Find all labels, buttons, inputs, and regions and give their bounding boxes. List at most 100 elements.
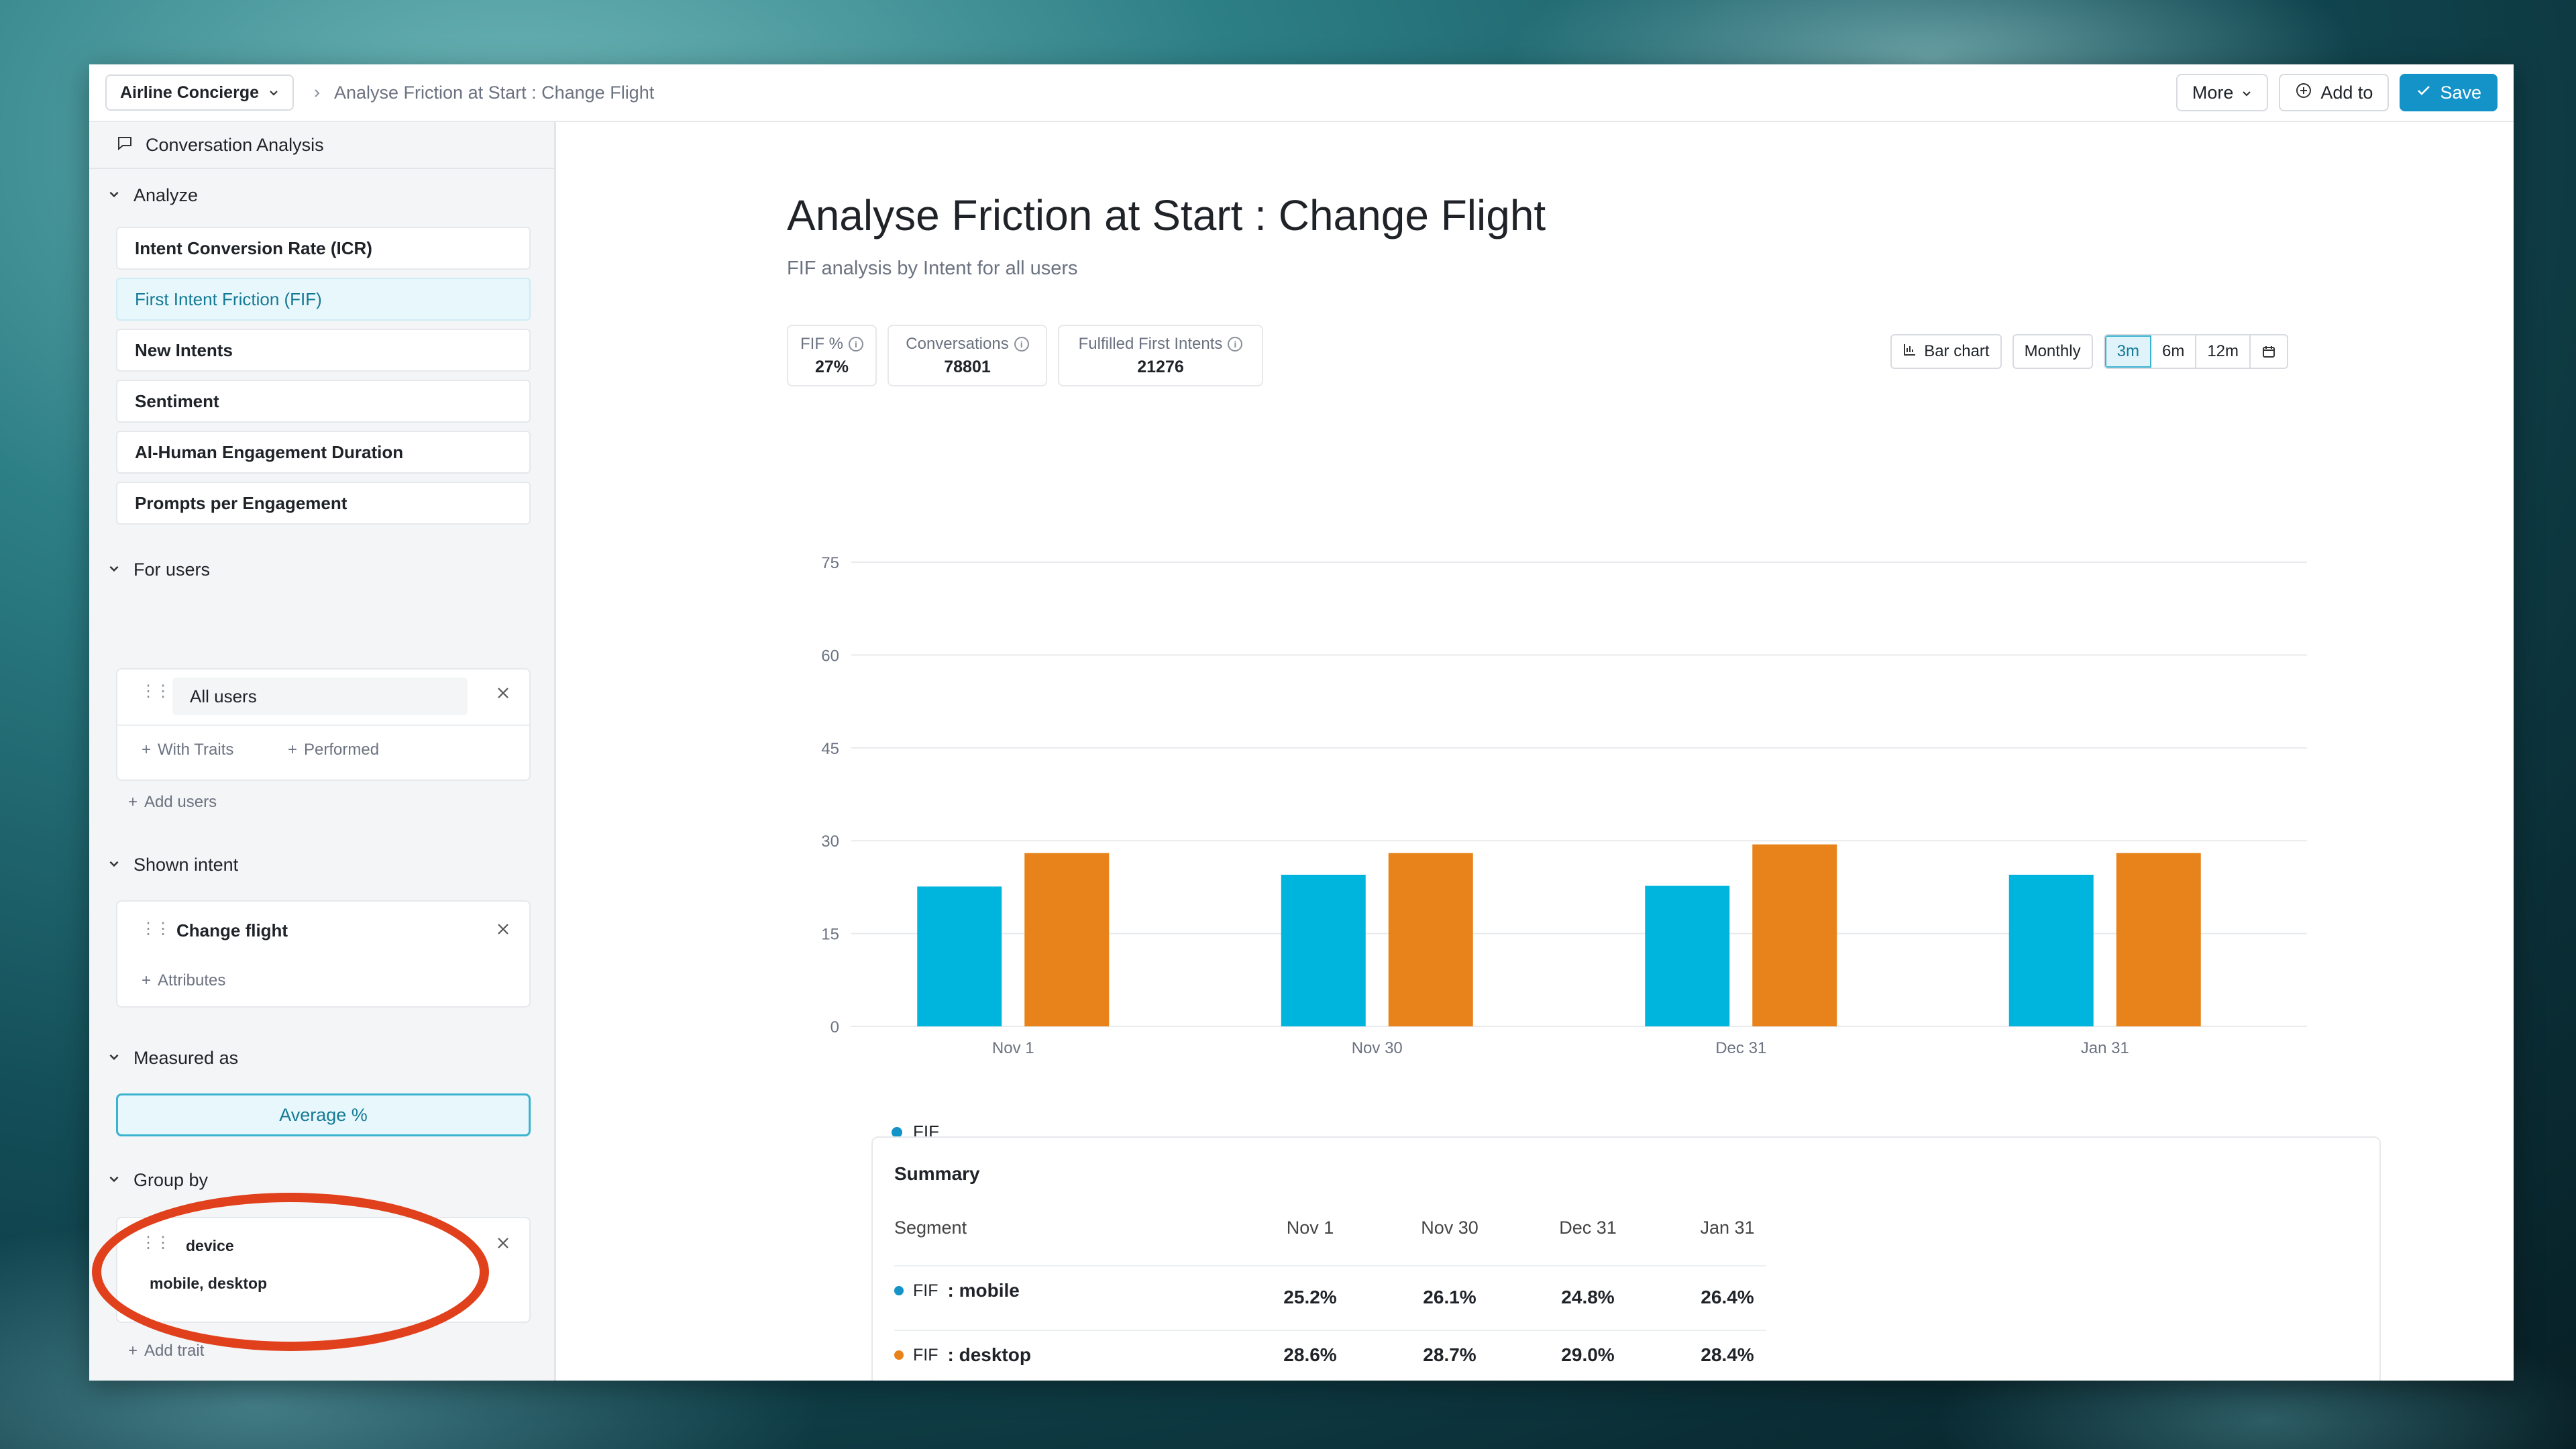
users-filter-card: ⋮⋮ All users + With Traits + Performed bbox=[116, 668, 531, 781]
chevron-down-icon bbox=[108, 857, 121, 873]
summary-header-cell: Nov 1 bbox=[1286, 1217, 1334, 1238]
summary-header-cell: Nov 30 bbox=[1421, 1217, 1479, 1238]
bar-chart-icon bbox=[1902, 342, 1917, 362]
series-dot bbox=[894, 1350, 904, 1360]
summary-header-cell: Segment bbox=[894, 1217, 967, 1238]
row-segment: : desktop bbox=[947, 1344, 1031, 1365]
page-title: Analyse Friction at Start : Change Fligh… bbox=[787, 191, 1546, 239]
performed-button[interactable]: + Performed bbox=[288, 741, 379, 759]
summary-header-cell: Dec 31 bbox=[1559, 1217, 1617, 1238]
y-tick-label: 60 bbox=[821, 647, 839, 665]
interval-button[interactable]: Monthly bbox=[2012, 334, 2093, 369]
drag-handle-icon[interactable]: ⋮⋮ bbox=[140, 1234, 171, 1252]
chart-type-label: Bar chart bbox=[1924, 342, 1990, 360]
range-12m[interactable]: 12m bbox=[2196, 335, 2251, 368]
add-trait-button[interactable]: + Add trait bbox=[128, 1342, 229, 1360]
legend-dot bbox=[892, 1126, 902, 1138]
drag-handle-icon[interactable]: ⋮⋮ bbox=[140, 920, 171, 938]
plus-icon: + bbox=[128, 793, 138, 811]
close-icon[interactable] bbox=[496, 922, 511, 940]
analyze-item-prompts[interactable]: Prompts per Engagement bbox=[116, 482, 531, 525]
more-button[interactable]: More bbox=[2176, 74, 2269, 111]
summary-header-cell: Jan 31 bbox=[1700, 1217, 1755, 1238]
bar bbox=[1645, 885, 1730, 1026]
page-subtitle: FIF analysis by Intent for all users bbox=[787, 258, 1078, 279]
analyze-item-engagement-duration[interactable]: AI-Human Engagement Duration bbox=[116, 431, 531, 474]
attributes-button[interactable]: + Attributes bbox=[142, 971, 225, 990]
chart-type-button[interactable]: Bar chart bbox=[1890, 334, 2002, 369]
row-segment: : mobile bbox=[947, 1280, 1020, 1301]
sidebar-header: Conversation Analysis bbox=[89, 122, 554, 169]
check-icon bbox=[2416, 83, 2432, 103]
analyze-item-fif[interactable]: First Intent Friction (FIF) bbox=[116, 278, 531, 321]
interval-label: Monthly bbox=[2024, 342, 2081, 360]
x-tick-label: Nov 1 bbox=[992, 1039, 1034, 1057]
analyze-item-icr[interactable]: Intent Conversion Rate (ICR) bbox=[116, 227, 531, 270]
x-tick-label: Dec 31 bbox=[1715, 1039, 1766, 1057]
summary-cell: 28.6% bbox=[1283, 1344, 1337, 1365]
with-traits-button[interactable]: + With Traits bbox=[142, 741, 233, 759]
section-analyze[interactable]: Analyze bbox=[108, 185, 198, 206]
y-tick-label: 0 bbox=[830, 1018, 839, 1036]
bar-chart: 0 15 30 45 60 75 Nov 1 Nov 30 Dec 31 Jan 31 bbox=[821, 554, 2307, 1057]
intent-chip-label[interactable]: Change flight bbox=[176, 920, 288, 941]
chevron-down-icon bbox=[108, 562, 121, 578]
metric-label: Conversations bbox=[906, 334, 1009, 353]
section-shown-intent-title: Shown intent bbox=[133, 855, 239, 875]
close-icon[interactable] bbox=[496, 683, 511, 706]
users-chip[interactable]: All users bbox=[172, 678, 468, 715]
metric-fif: FIF % i 27% bbox=[787, 325, 877, 386]
summary-title: Summary bbox=[894, 1163, 980, 1184]
calendar-icon[interactable] bbox=[2251, 335, 2287, 368]
performed-label: Performed bbox=[304, 741, 380, 759]
add-to-button[interactable]: Add to bbox=[2279, 74, 2390, 111]
analyze-item-sentiment[interactable]: Sentiment bbox=[116, 380, 531, 423]
info-icon[interactable]: i bbox=[1228, 336, 1243, 352]
summary-cell: 28.7% bbox=[1423, 1344, 1477, 1365]
bar bbox=[1388, 853, 1473, 1026]
metric-label: Fulfilled First Intents bbox=[1078, 334, 1223, 353]
chevron-down-icon bbox=[108, 1173, 121, 1189]
summary-panel: Summary Segment Nov 1 Nov 30 Dec 31 Jan … bbox=[871, 1136, 2381, 1381]
section-group-by[interactable]: Group by bbox=[108, 1170, 208, 1191]
close-icon[interactable] bbox=[496, 1236, 511, 1254]
chevron-right-icon bbox=[311, 83, 322, 103]
add-users-button[interactable]: + Add users bbox=[128, 793, 217, 812]
plus-circle-icon bbox=[2295, 82, 2312, 104]
x-tick-label: Jan 31 bbox=[2081, 1039, 2129, 1057]
info-icon[interactable]: i bbox=[1014, 336, 1029, 352]
summary-cell: 29.0% bbox=[1561, 1344, 1615, 1365]
range-6m[interactable]: 6m bbox=[2151, 335, 2197, 368]
analyze-item-label: AI-Human Engagement Duration bbox=[135, 441, 404, 462]
row-metric: FIF bbox=[913, 1281, 938, 1300]
section-for-users-title: For users bbox=[133, 559, 211, 580]
analyze-item-label: First Intent Friction (FIF) bbox=[135, 288, 322, 309]
analyze-item-label: Prompts per Engagement bbox=[135, 492, 347, 513]
row-metric: FIF bbox=[913, 1345, 938, 1364]
save-button[interactable]: Save bbox=[2400, 74, 2498, 111]
summary-cell: 25.2% bbox=[1283, 1287, 1337, 1307]
y-tick-label: 45 bbox=[821, 740, 839, 758]
metric-fulfilled-first-intents: Fulfilled First Intents i 21276 bbox=[1058, 325, 1263, 386]
top-bar: Airline Concierge Analyse Friction at St… bbox=[89, 64, 2514, 122]
app-selector[interactable]: Airline Concierge bbox=[105, 74, 294, 111]
section-shown-intent[interactable]: Shown intent bbox=[108, 855, 238, 875]
plus-icon: + bbox=[128, 1342, 138, 1360]
section-for-users[interactable]: For users bbox=[108, 559, 210, 580]
bar bbox=[1281, 874, 1366, 1026]
drag-handle-icon[interactable]: ⋮⋮ bbox=[140, 682, 171, 700]
x-tick-label: Nov 30 bbox=[1352, 1039, 1403, 1057]
analyze-item-new-intents[interactable]: New Intents bbox=[116, 329, 531, 372]
info-icon[interactable]: i bbox=[849, 336, 863, 352]
section-measured-as[interactable]: Measured as bbox=[108, 1048, 238, 1069]
chart-controls: Bar chart Monthly 3m 6m 12m bbox=[1890, 334, 2288, 369]
metric-conversations: Conversations i 78801 bbox=[888, 325, 1047, 386]
chat-bubble-icon bbox=[116, 134, 133, 156]
chevron-down-icon bbox=[108, 188, 121, 204]
main-panel: Analyse Friction at Start : Change Fligh… bbox=[556, 122, 2514, 1381]
group-trait-label[interactable]: device bbox=[186, 1237, 234, 1254]
attributes-label: Attributes bbox=[158, 971, 226, 989]
measure-selector[interactable]: Average % bbox=[116, 1093, 531, 1136]
range-3m[interactable]: 3m bbox=[2104, 335, 2151, 368]
divider bbox=[894, 1265, 1766, 1267]
